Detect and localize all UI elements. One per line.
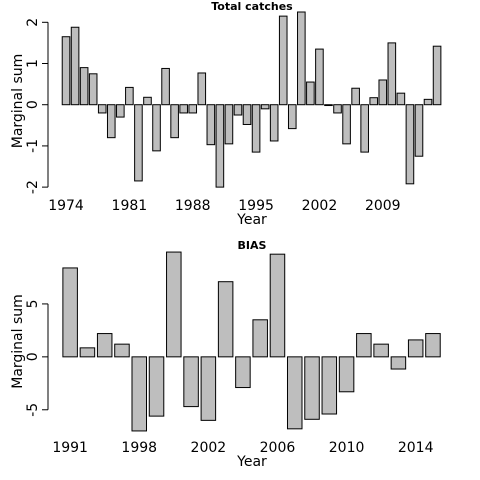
bar xyxy=(125,86,134,106)
bar xyxy=(342,104,351,145)
y-tick-label: -5 xyxy=(25,403,41,417)
x-axis-label: Year xyxy=(236,212,267,228)
bar xyxy=(356,333,372,358)
bar xyxy=(304,356,320,420)
bar xyxy=(387,42,397,106)
bar xyxy=(414,104,424,157)
bar xyxy=(79,347,96,358)
bar xyxy=(405,104,415,185)
bar xyxy=(170,104,179,139)
bar xyxy=(106,104,116,139)
bar xyxy=(148,356,165,417)
bar xyxy=(407,339,424,358)
bar xyxy=(143,96,152,106)
bar xyxy=(260,104,270,110)
bar xyxy=(432,45,442,106)
x-tick-label: 2009 xyxy=(365,198,401,214)
bar xyxy=(278,15,288,106)
y-tick-label: -2 xyxy=(25,180,41,194)
bar xyxy=(215,104,225,188)
x-tick-label: 1981 xyxy=(112,198,148,214)
bar xyxy=(269,253,286,358)
bar xyxy=(252,319,268,358)
x-axis-label: Year xyxy=(236,454,267,470)
x-tick-label: 1988 xyxy=(175,198,211,214)
bar xyxy=(62,267,78,358)
bar xyxy=(333,104,342,114)
y-axis-label: Marginal sum xyxy=(10,54,26,149)
bar xyxy=(96,333,113,358)
bar xyxy=(217,281,234,358)
x-tick-label: 2014 xyxy=(398,440,434,456)
bar xyxy=(315,48,324,106)
bar xyxy=(396,92,406,106)
bar xyxy=(251,104,261,153)
bar xyxy=(269,104,279,142)
bar xyxy=(116,104,125,118)
bar xyxy=(206,104,216,146)
y-tick-label: -1 xyxy=(25,139,41,153)
bar xyxy=(378,79,388,106)
chart-title: Total catches xyxy=(211,0,293,13)
bar xyxy=(338,356,355,393)
bar xyxy=(161,67,170,106)
bar xyxy=(183,356,199,408)
bar xyxy=(242,104,252,125)
y-axis-label: Marginal sum xyxy=(10,294,26,389)
x-tick-label: 2006 xyxy=(260,440,296,456)
bar xyxy=(360,104,369,153)
bar xyxy=(70,26,80,106)
x-tick-label: 2002 xyxy=(302,198,338,214)
bar xyxy=(224,104,234,145)
x-tick-label: 1991 xyxy=(52,440,88,456)
bar xyxy=(114,343,130,358)
x-tick-label: 2002 xyxy=(191,440,227,456)
y-tick-label: 2 xyxy=(25,18,41,27)
bar xyxy=(179,104,188,114)
chart-title: BIAS xyxy=(238,239,267,252)
bar xyxy=(233,104,243,116)
bar xyxy=(423,98,433,106)
x-tick-label: 1974 xyxy=(48,198,84,214)
bar xyxy=(321,356,338,415)
bar xyxy=(152,104,161,152)
bar xyxy=(235,356,251,389)
bar xyxy=(97,104,107,114)
bar xyxy=(88,73,98,106)
x-tick-label: 1998 xyxy=(121,440,157,456)
bar xyxy=(166,251,182,358)
bar xyxy=(324,104,333,107)
bar xyxy=(200,356,217,421)
bar xyxy=(61,36,71,106)
y-tick-label: 5 xyxy=(25,299,41,308)
bar xyxy=(297,11,306,106)
bar xyxy=(79,67,89,106)
x-tick-label: 1995 xyxy=(238,198,274,214)
bar xyxy=(369,97,379,106)
bar xyxy=(390,356,407,370)
y-tick-label: 0 xyxy=(25,352,41,361)
bar xyxy=(134,104,143,182)
y-tick-label: 0 xyxy=(25,100,41,109)
y-tick-label: 1 xyxy=(25,59,41,68)
bar xyxy=(197,72,207,106)
x-tick-label: 2010 xyxy=(329,440,365,456)
bar xyxy=(425,333,441,358)
bar xyxy=(306,81,315,106)
bar xyxy=(286,356,303,430)
bar xyxy=(287,104,297,130)
bar xyxy=(373,343,389,358)
bar xyxy=(351,87,360,106)
bar xyxy=(131,356,148,432)
bar xyxy=(188,104,198,114)
